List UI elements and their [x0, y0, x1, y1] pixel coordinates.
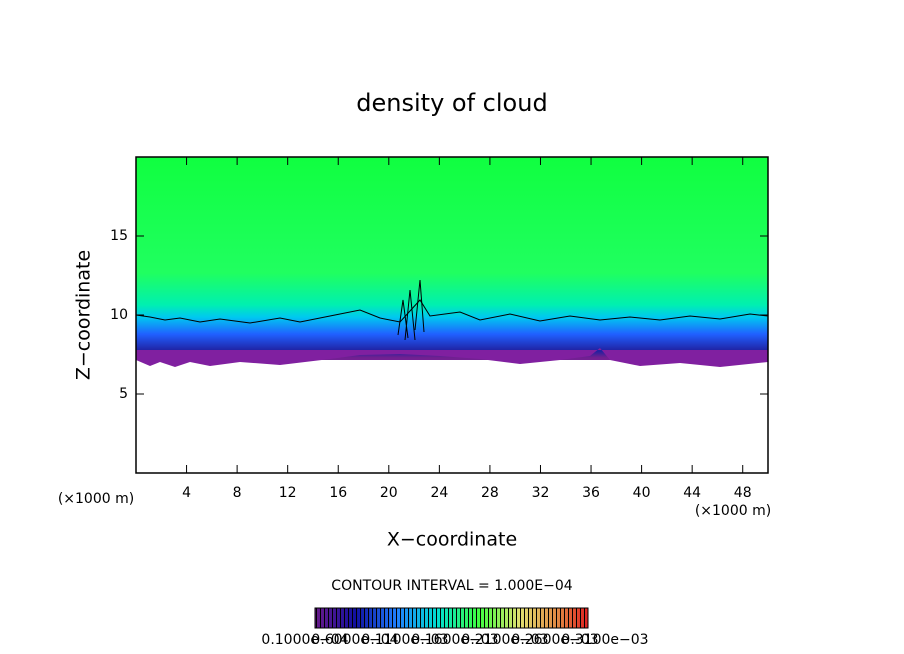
field-fill — [136, 157, 768, 360]
x-tick-label: 36 — [582, 485, 600, 501]
x-unit-label: (×1000 m) — [695, 503, 771, 519]
x-tick-label: 24 — [430, 485, 448, 501]
colorbar-label: 0.1000e−04 — [261, 632, 348, 648]
x-tick-label: 4 — [182, 485, 191, 501]
y-tick-label: 15 — [110, 228, 128, 244]
x-tick-label: 12 — [279, 485, 297, 501]
y-axis-title: Z−coordinate — [73, 250, 95, 380]
field-base — [136, 348, 768, 367]
colorbar-frame — [314, 607, 589, 629]
y-tick-label: 5 — [119, 386, 128, 402]
field — [135, 157, 769, 367]
y-unit-label: (×1000 m) — [58, 491, 134, 507]
x-tick-label: 44 — [683, 485, 701, 501]
colorbar-label: 0.3100e−03 — [561, 632, 648, 648]
chart-title: density of cloud — [356, 89, 547, 117]
colorbar-label: 0.6000e−04 — [311, 632, 398, 648]
contour-line — [135, 299, 769, 324]
x-tick-label: 28 — [481, 485, 499, 501]
x-axis-title: X−coordinate — [387, 529, 517, 551]
contour-interval: CONTOUR INTERVAL = 1.000E−04 — [331, 578, 572, 594]
colorbar-label: 0.2100e−03 — [461, 632, 548, 648]
colorbar-label: 0.1100e−03 — [361, 632, 448, 648]
y-tick-label: 10 — [110, 307, 128, 323]
x-tick-label: 32 — [532, 485, 550, 501]
colorbar-label: 0.2600e−03 — [511, 632, 598, 648]
contour-line — [397, 279, 425, 341]
x-tick-label: 8 — [233, 485, 242, 501]
colorbar-label: 0.1600e−03 — [411, 632, 498, 648]
x-tick-label: 20 — [380, 485, 398, 501]
x-tick-label: 48 — [734, 485, 752, 501]
x-tick-label: 16 — [329, 485, 347, 501]
x-tick-label: 40 — [633, 485, 651, 501]
